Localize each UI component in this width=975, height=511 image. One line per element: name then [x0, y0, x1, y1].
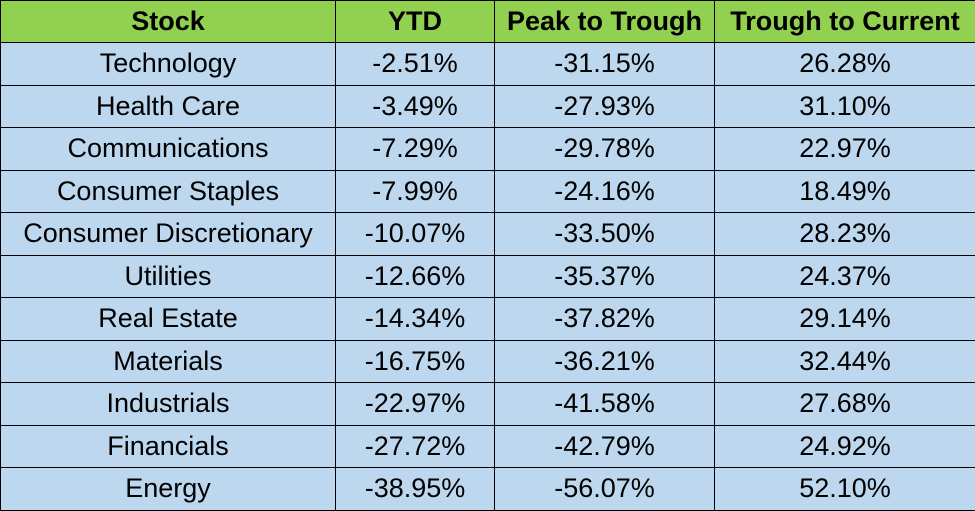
cell-stock: Materials — [0, 339, 336, 383]
cell-peak-to-trough: -35.37% — [494, 254, 715, 298]
table-row: Consumer Staples -7.99% -24.16% 18.49% — [0, 169, 975, 213]
table-body: Technology -2.51% -31.15% 26.28% Health Care… — [0, 42, 975, 511]
cell-trough-to-current: 28.23% — [714, 212, 975, 256]
cell-stock: Consumer Discretionary — [0, 212, 336, 256]
cell-peak-to-trough: -27.93% — [494, 84, 715, 128]
cell-ytd: -7.99% — [335, 169, 495, 213]
header-stock: Stock — [0, 0, 336, 43]
table-row: Real Estate -14.34% -37.82% 29.14% — [0, 297, 975, 341]
table-row: Materials -16.75% -36.21% 32.44% — [0, 339, 975, 383]
cell-stock: Communications — [0, 127, 336, 171]
table-row: Communications -7.29% -29.78% 22.97% — [0, 127, 975, 171]
cell-ytd: -3.49% — [335, 84, 495, 128]
cell-ytd: -14.34% — [335, 297, 495, 341]
cell-peak-to-trough: -29.78% — [494, 127, 715, 171]
table-row: Utilities -12.66% -35.37% 24.37% — [0, 254, 975, 298]
cell-peak-to-trough: -42.79% — [494, 424, 715, 468]
cell-trough-to-current: 27.68% — [714, 382, 975, 426]
table-row: Technology -2.51% -31.15% 26.28% — [0, 42, 975, 86]
cell-stock: Utilities — [0, 254, 336, 298]
cell-peak-to-trough: -33.50% — [494, 212, 715, 256]
header-row: Stock YTD Peak to Trough Trough to Curre… — [0, 0, 975, 43]
cell-stock: Technology — [0, 42, 336, 86]
cell-ytd: -7.29% — [335, 127, 495, 171]
cell-stock: Consumer Staples — [0, 169, 336, 213]
cell-trough-to-current: 32.44% — [714, 339, 975, 383]
cell-stock: Energy — [0, 467, 336, 511]
cell-trough-to-current: 29.14% — [714, 297, 975, 341]
header-trough-to-current: Trough to Current — [714, 0, 975, 43]
cell-trough-to-current: 52.10% — [714, 467, 975, 511]
cell-ytd: -12.66% — [335, 254, 495, 298]
cell-ytd: -27.72% — [335, 424, 495, 468]
table-row: Financials -27.72% -42.79% 24.92% — [0, 424, 975, 468]
header-ytd: YTD — [335, 0, 495, 43]
cell-peak-to-trough: -24.16% — [494, 169, 715, 213]
cell-peak-to-trough: -36.21% — [494, 339, 715, 383]
cell-stock: Real Estate — [0, 297, 336, 341]
cell-ytd: -16.75% — [335, 339, 495, 383]
cell-peak-to-trough: -37.82% — [494, 297, 715, 341]
cell-trough-to-current: 26.28% — [714, 42, 975, 86]
cell-peak-to-trough: -41.58% — [494, 382, 715, 426]
cell-peak-to-trough: -31.15% — [494, 42, 715, 86]
table-row: Health Care -3.49% -27.93% 31.10% — [0, 84, 975, 128]
cell-trough-to-current: 24.37% — [714, 254, 975, 298]
table-row: Energy -38.95% -56.07% 52.10% — [0, 467, 975, 511]
table-header: Stock YTD Peak to Trough Trough to Curre… — [0, 0, 975, 43]
cell-ytd: -10.07% — [335, 212, 495, 256]
table-row: Consumer Discretionary -10.07% -33.50% 28.2… — [0, 212, 975, 256]
cell-ytd: -38.95% — [335, 467, 495, 511]
cell-ytd: -2.51% — [335, 42, 495, 86]
header-peak-to-trough: Peak to Trough — [494, 0, 715, 43]
cell-stock: Financials — [0, 424, 336, 468]
cell-ytd: -22.97% — [335, 382, 495, 426]
cell-stock: Health Care — [0, 84, 336, 128]
cell-trough-to-current: 18.49% — [714, 169, 975, 213]
cell-trough-to-current: 22.97% — [714, 127, 975, 171]
cell-trough-to-current: 31.10% — [714, 84, 975, 128]
table-row: Industrials -22.97% -41.58% 27.68% — [0, 382, 975, 426]
cell-stock: Industrials — [0, 382, 336, 426]
cell-trough-to-current: 24.92% — [714, 424, 975, 468]
cell-peak-to-trough: -56.07% — [494, 467, 715, 511]
